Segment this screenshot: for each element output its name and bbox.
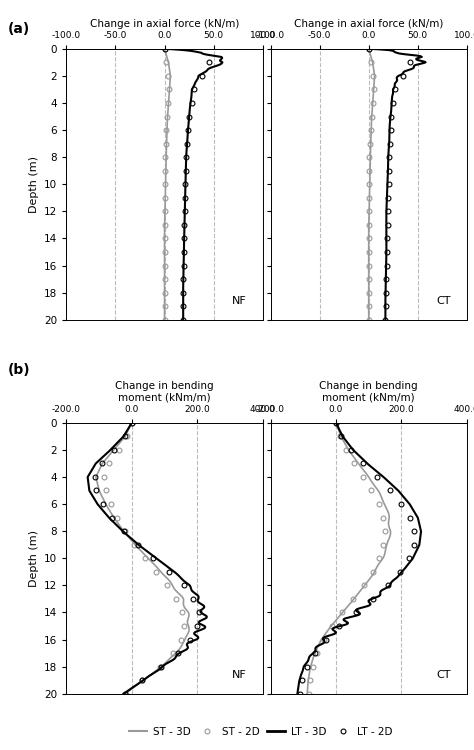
X-axis label: Change in axial force (kN/m): Change in axial force (kN/m) — [90, 19, 239, 28]
X-axis label: Change in bending
moment (kNm/m): Change in bending moment (kNm/m) — [115, 381, 214, 403]
Text: NF: NF — [232, 296, 247, 306]
Y-axis label: Depth (m): Depth (m) — [28, 530, 38, 586]
Y-axis label: Depth (m): Depth (m) — [28, 156, 38, 213]
Legend: ST - 3D, ST - 2D, LT - 3D, LT - 2D: ST - 3D, ST - 2D, LT - 3D, LT - 2D — [125, 723, 397, 741]
Text: NF: NF — [232, 670, 247, 680]
Text: CT: CT — [437, 296, 451, 306]
X-axis label: Change in bending
moment (kNm/m): Change in bending moment (kNm/m) — [319, 381, 418, 403]
Text: CT: CT — [437, 670, 451, 680]
Text: (a): (a) — [8, 22, 30, 36]
X-axis label: Change in axial force (kN/m): Change in axial force (kN/m) — [294, 19, 443, 28]
Text: (b): (b) — [8, 363, 30, 377]
